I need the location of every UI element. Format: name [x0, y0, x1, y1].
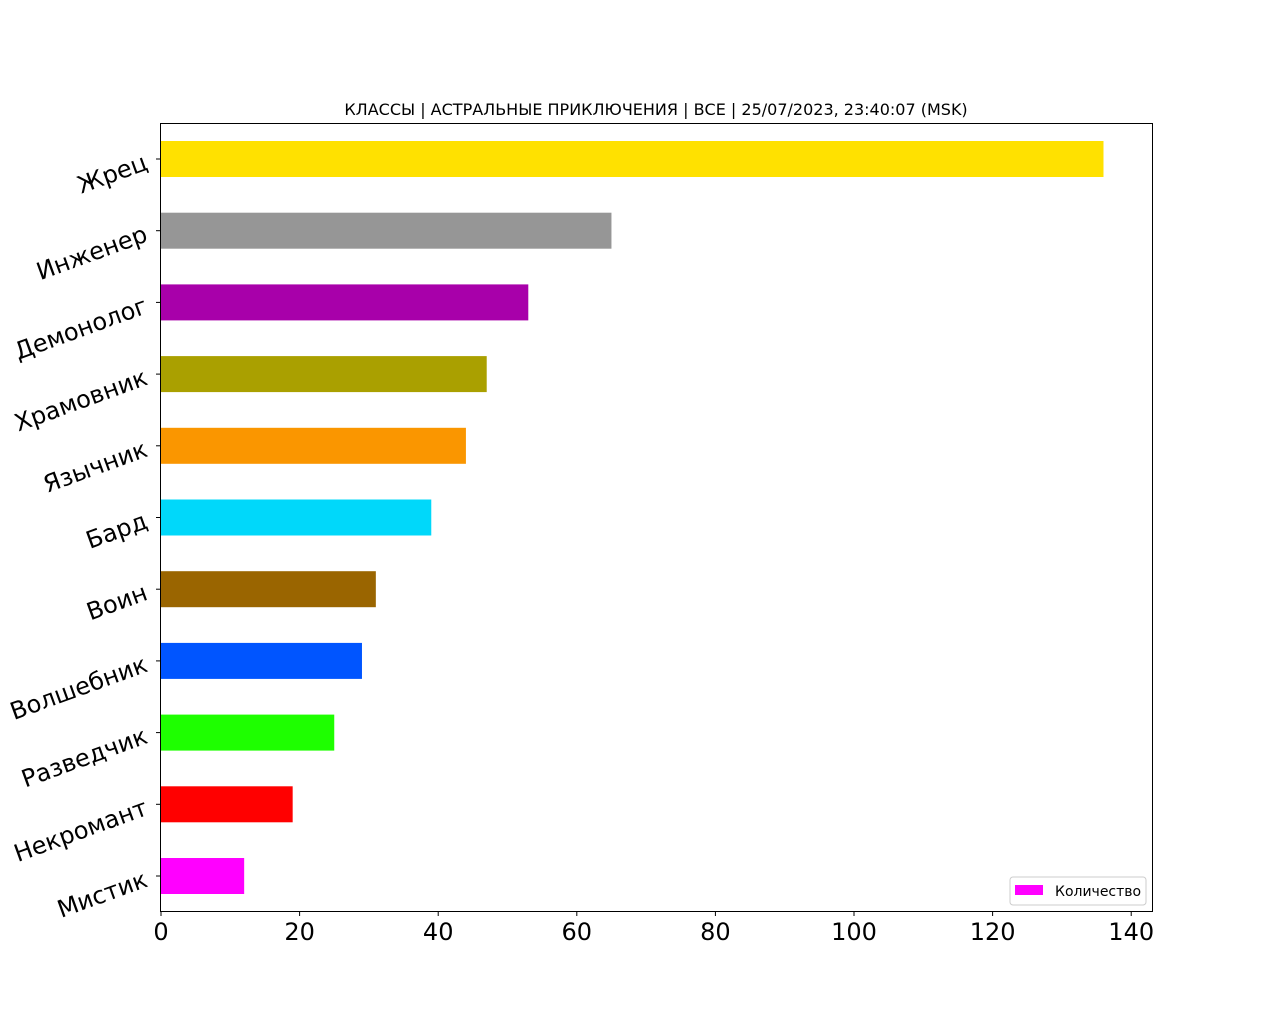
chart-title: КЛАССЫ | АСТРАЛЬНЫЕ ПРИКЛЮЧЕНИЯ | ВСЕ | … [344, 100, 967, 119]
x-tick-label: 80 [700, 918, 731, 946]
y-tick-label: Волшебник [6, 650, 151, 725]
legend-swatch [1015, 885, 1043, 895]
x-tick-label: 0 [153, 918, 168, 946]
bar [161, 499, 432, 536]
bar [161, 356, 487, 393]
x-tick-label: 100 [831, 918, 877, 946]
x-axis-ticks: 0 20 40 60 80 100 120 140 [153, 911, 1154, 946]
bar [161, 284, 529, 321]
y-tick-label: Разведчик [18, 722, 151, 793]
x-tick-label: 40 [423, 918, 454, 946]
y-tick-label: Демонолог [11, 292, 151, 366]
x-tick-label: 60 [562, 918, 593, 946]
y-tick-label: Язычник [40, 435, 151, 498]
bar [161, 141, 1104, 177]
y-tick-label: Бард [82, 507, 151, 555]
y-tick-label: Мистик [54, 865, 152, 923]
bar [161, 427, 466, 464]
y-tick-label: Жрец [74, 148, 151, 199]
x-tick-label: 120 [970, 918, 1016, 946]
bar [161, 642, 362, 679]
x-tick-label: 20 [284, 918, 315, 946]
legend-label: Количество [1055, 884, 1141, 900]
bars-group [161, 141, 1104, 894]
bar [161, 212, 612, 249]
x-tick-label: 140 [1108, 918, 1154, 946]
y-tick-label: Храмовник [11, 363, 151, 437]
y-tick-label: Некромант [10, 794, 151, 868]
bar [161, 571, 376, 608]
y-tick-label: Инженер [33, 220, 151, 286]
plot-frame [160, 123, 1153, 912]
bar [161, 786, 293, 823]
legend-box [1009, 876, 1147, 906]
legend: Количество [1009, 876, 1147, 906]
y-tick-label: Воин [83, 579, 151, 627]
bar [161, 714, 335, 751]
bar [161, 858, 245, 894]
